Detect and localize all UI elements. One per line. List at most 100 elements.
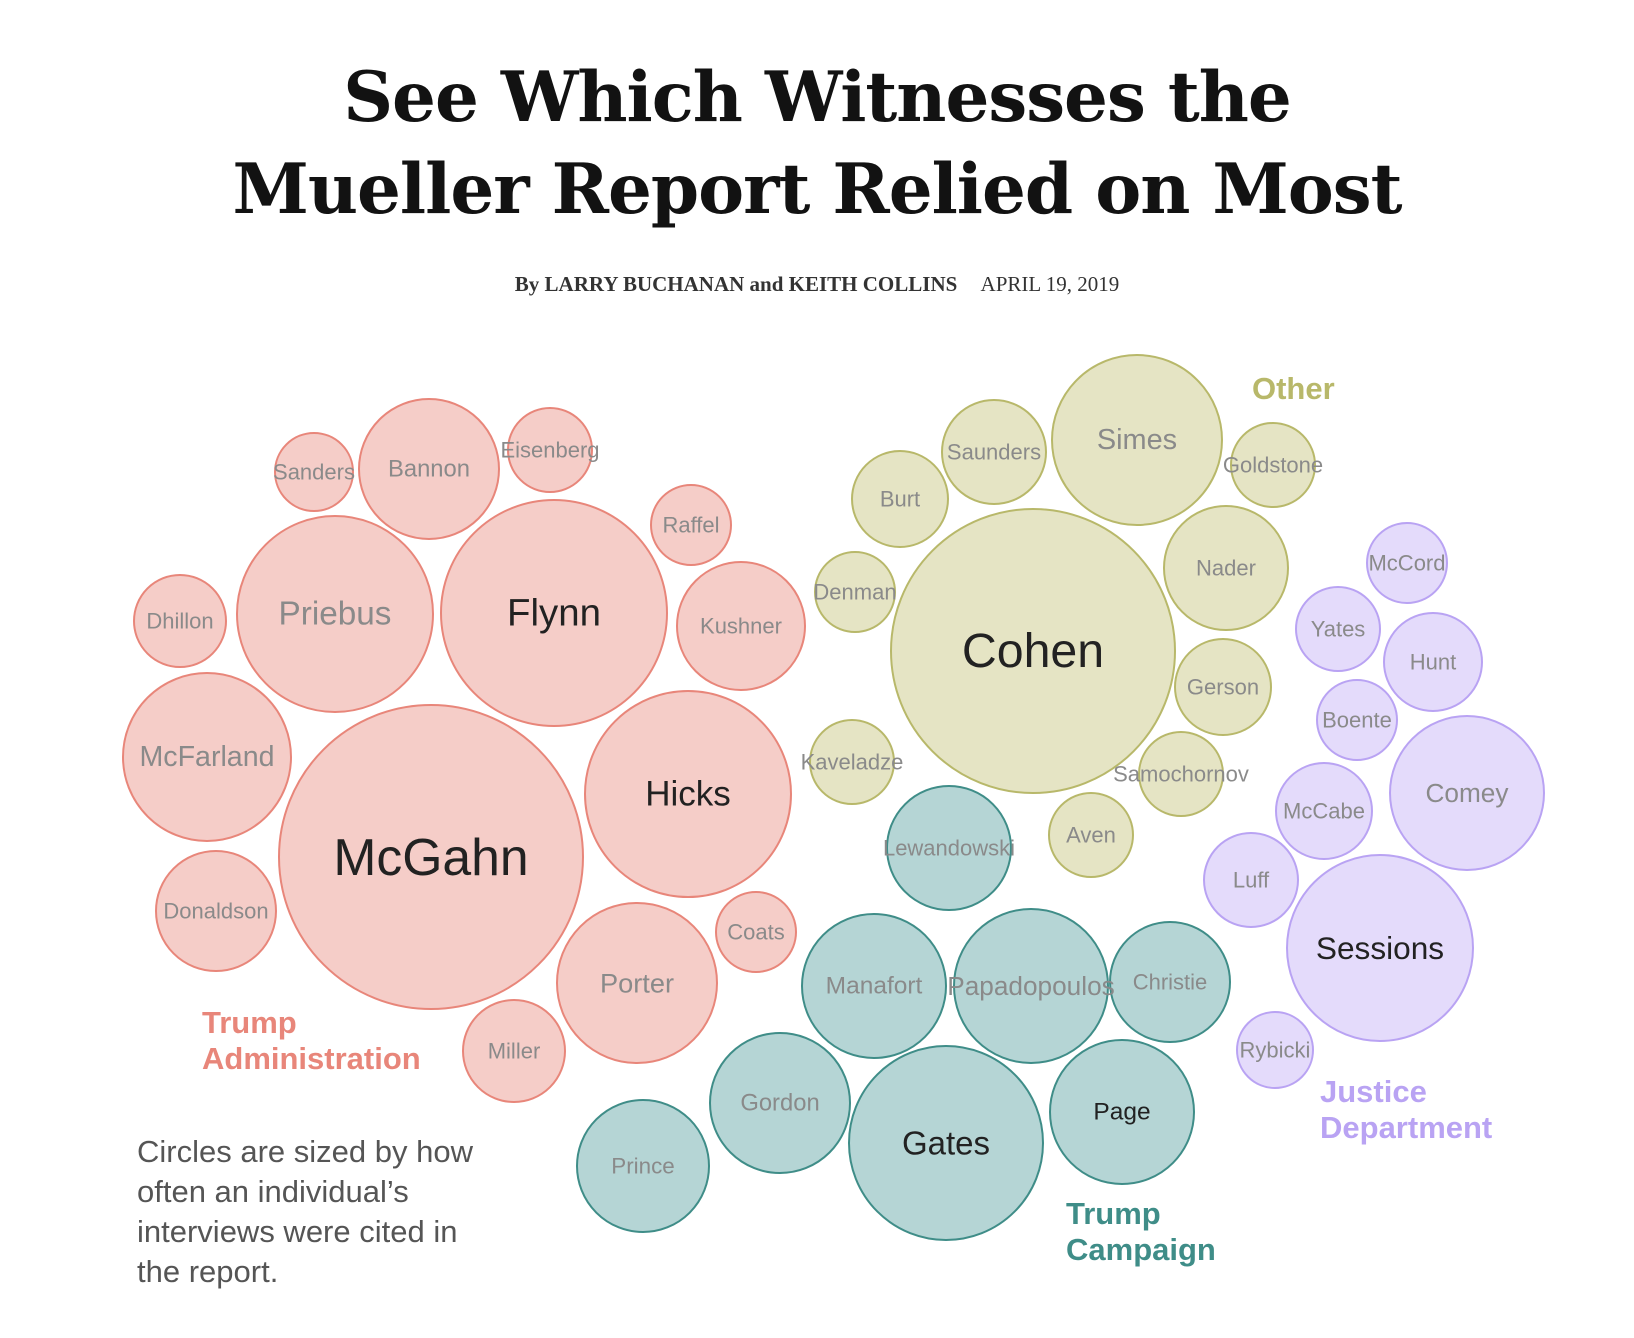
bubble-label-bannon: Bannon — [388, 456, 470, 483]
bubble-kaveladze[interactable] — [809, 719, 895, 805]
sizing-note: Circles are sized by how often an indivi… — [137, 1134, 473, 1289]
bubble-label-lewandowski: Lewandowski — [883, 836, 1015, 861]
bubble-label-papadopoulos: Papadopoulos — [947, 971, 1114, 1001]
group-label-doj-line2: Department — [1320, 1110, 1493, 1145]
bubble-label-eisenberg: Eisenberg — [500, 438, 599, 463]
bubble-label-page: Page — [1093, 1099, 1150, 1126]
bubble-burt[interactable] — [851, 450, 949, 548]
bubble-label-mcfarland: McFarland — [139, 741, 274, 773]
bubble-label-mcgahn: McGahn — [333, 828, 528, 886]
bubble-simes[interactable] — [1051, 354, 1223, 526]
bubble-saunders[interactable] — [941, 399, 1047, 505]
bubble-porter[interactable] — [556, 902, 718, 1064]
group-label-admin-line2: Administration — [202, 1041, 421, 1076]
bubble-label-simes: Simes — [1097, 424, 1177, 456]
bubble-label-gerson: Gerson — [1187, 675, 1259, 700]
publish-date: APRIL 19, 2019 — [980, 272, 1120, 296]
group-label-doj: Justice Department — [1320, 1074, 1492, 1146]
bubble-prince[interactable] — [576, 1099, 710, 1233]
bubble-mcgahn[interactable] — [278, 704, 584, 1010]
group-label-other-line1: Other — [1252, 371, 1335, 406]
bubble-label-gordon: Gordon — [740, 1090, 819, 1117]
bubble-raffel[interactable] — [650, 484, 732, 566]
bubble-label-cohen: Cohen — [962, 624, 1104, 678]
bubble-mcfarland[interactable] — [122, 672, 292, 842]
bubble-gerson[interactable] — [1174, 638, 1272, 736]
bubble-label-kaveladze: Kaveladze — [801, 750, 904, 775]
bubble-label-prince: Prince — [611, 1154, 674, 1179]
bubble-label-raffel: Raffel — [662, 513, 719, 538]
bubble-gates[interactable] — [848, 1045, 1044, 1241]
bubble-samochornov[interactable] — [1138, 731, 1224, 817]
bubble-label-miller: Miller — [488, 1039, 541, 1064]
group-label-campaign: Trump Campaign — [1066, 1196, 1216, 1268]
bubble-label-manafort: Manafort — [826, 973, 923, 1000]
bubble-nader[interactable] — [1163, 505, 1289, 631]
bubble-label-goldstone: Goldstone — [1223, 453, 1323, 478]
group-label-admin: Trump Administration — [202, 1005, 421, 1077]
bubble-gordon[interactable] — [709, 1032, 851, 1174]
bubble-label-yates: Yates — [1311, 617, 1366, 642]
bubble-label-saunders: Saunders — [947, 440, 1041, 465]
bubble-miller[interactable] — [462, 999, 566, 1103]
bubble-label-gates: Gates — [902, 1125, 990, 1162]
bubble-mccabe[interactable] — [1275, 762, 1373, 860]
bubble-mccord[interactable] — [1366, 522, 1448, 604]
bubble-comey[interactable] — [1389, 715, 1545, 871]
bubble-aven[interactable] — [1048, 792, 1134, 878]
bubble-luff[interactable] — [1203, 832, 1299, 928]
bubble-yates[interactable] — [1295, 586, 1381, 672]
bubble-goldstone[interactable] — [1230, 422, 1316, 508]
bubble-hicks[interactable] — [584, 690, 792, 898]
bubble-label-boente: Boente — [1322, 708, 1392, 733]
group-label-campaign-line2: Campaign — [1066, 1232, 1216, 1267]
bubble-denman[interactable] — [814, 551, 896, 633]
bubble-label-nader: Nader — [1196, 556, 1256, 581]
bubble-coats[interactable] — [715, 891, 797, 973]
bubble-label-mccabe: McCabe — [1283, 799, 1365, 824]
bubble-label-burt: Burt — [880, 487, 920, 512]
bubble-label-christie: Christie — [1133, 970, 1208, 995]
title-line-1: See Which Witnesses the — [343, 57, 1292, 138]
bubble-label-sessions: Sessions — [1316, 930, 1444, 966]
bubble-papadopoulos[interactable] — [953, 908, 1109, 1064]
bubble-cohen[interactable] — [890, 508, 1176, 794]
page-title: See Which Witnesses the Mueller Report R… — [0, 52, 1634, 236]
group-label-doj-line1: Justice — [1320, 1074, 1427, 1109]
bubble-label-coats: Coats — [727, 920, 784, 945]
bubble-label-rybicki: Rybicki — [1240, 1038, 1311, 1063]
bubble-sessions[interactable] — [1286, 854, 1474, 1042]
bubble-label-aven: Aven — [1066, 823, 1116, 848]
bubble-label-dhillon: Dhillon — [146, 609, 213, 634]
bubble-dhillon[interactable] — [133, 574, 227, 668]
bubble-page[interactable] — [1049, 1039, 1195, 1185]
bubble-kushner[interactable] — [676, 561, 806, 691]
bubble-manafort[interactable] — [801, 913, 947, 1059]
bubble-bannon[interactable] — [358, 398, 500, 540]
bubble-label-flynn: Flynn — [507, 592, 601, 635]
bubble-label-mccord: McCord — [1368, 551, 1445, 576]
bubble-eisenberg[interactable] — [507, 407, 593, 493]
bubble-hunt[interactable] — [1383, 612, 1483, 712]
bubble-donaldson[interactable] — [155, 850, 277, 972]
bubble-label-samochornov: Samochornov — [1113, 762, 1249, 787]
group-label-campaign-line1: Trump — [1066, 1196, 1161, 1231]
bubble-label-denman: Denman — [813, 580, 896, 605]
bubble-rybicki[interactable] — [1236, 1011, 1314, 1089]
bubble-lewandowski[interactable] — [886, 785, 1012, 911]
group-label-other: Other — [1252, 371, 1335, 407]
group-label-admin-line1: Trump — [202, 1005, 297, 1040]
byline-authors[interactable]: By LARRY BUCHANAN and KEITH COLLINS — [514, 272, 958, 296]
bubble-label-hicks: Hicks — [645, 775, 731, 814]
byline: By LARRY BUCHANAN and KEITH COLLINS APRI… — [0, 272, 1634, 297]
bubble-label-luff: Luff — [1233, 868, 1270, 893]
bubble-label-sanders: Sanders — [273, 460, 355, 485]
bubble-label-donaldson: Donaldson — [163, 899, 268, 924]
bubble-boente[interactable] — [1316, 679, 1398, 761]
title-line-2: Mueller Report Relied on Most — [232, 149, 1402, 230]
bubble-priebus[interactable] — [236, 515, 434, 713]
bubble-sanders[interactable] — [274, 432, 354, 512]
bubble-christie[interactable] — [1109, 921, 1231, 1043]
bubble-label-hunt: Hunt — [1410, 650, 1456, 675]
bubble-flynn[interactable] — [440, 499, 668, 727]
